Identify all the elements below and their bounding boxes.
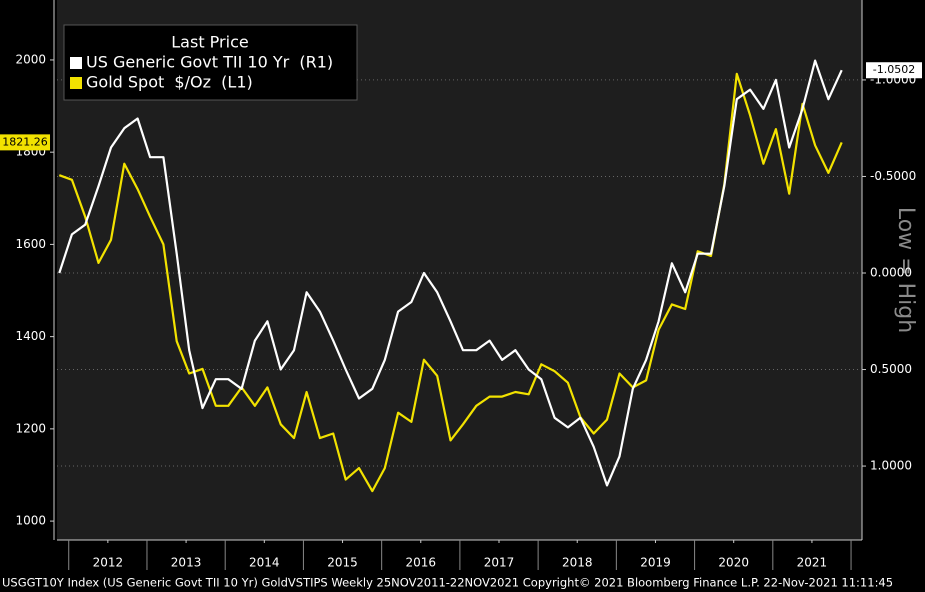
series-line (58, 72, 843, 493)
x-tick-label: 2015 (327, 556, 358, 570)
series-line (58, 59, 843, 487)
x-tick-label: 2019 (640, 556, 671, 570)
x-tick-label: 2020 (718, 556, 749, 570)
last-value-box (0, 134, 50, 151)
last-value-box (866, 62, 922, 79)
y2-tick-label: 0.0000 (870, 265, 912, 279)
x-tick-label: 2016 (406, 556, 437, 570)
y2-tick-label: 1.0000 (870, 459, 912, 473)
x-tick-label: 2017 (484, 556, 515, 570)
legend-box (63, 24, 358, 101)
x-tick-label: 2013 (171, 556, 202, 570)
y-tick-label: 1000 (15, 514, 46, 528)
legend-title: Last Price (171, 33, 248, 52)
y-tick-label: 1600 (15, 237, 46, 251)
x-tick-label: 2012 (93, 556, 124, 570)
x-tick-label: 2021 (797, 556, 828, 570)
y-tick-label: 2000 (15, 52, 46, 66)
footer: USGGT10Y Index (US Generic Govt TII 10 Y… (2, 576, 893, 590)
y-tick-label: 1200 (15, 421, 46, 435)
legend-swatch (70, 57, 82, 69)
y2-tick-label: 0.5000 (870, 362, 912, 376)
last-value-label: 1821.26 (2, 135, 48, 148)
legend-swatch (70, 77, 82, 89)
y2-tick-label: -0.5000 (870, 169, 916, 183)
y-tick-label: 1400 (15, 329, 46, 343)
legend-label: Gold Spot $/Oz (L1) (86, 73, 253, 92)
x-tick-label: 2018 (562, 556, 593, 570)
last-value-label: -1.0502 (873, 63, 915, 76)
x-tick-label: 2014 (249, 556, 280, 570)
legend-label: US Generic Govt TII 10 Yr (R1) (86, 53, 333, 72)
annotation: Low = High (893, 207, 918, 333)
